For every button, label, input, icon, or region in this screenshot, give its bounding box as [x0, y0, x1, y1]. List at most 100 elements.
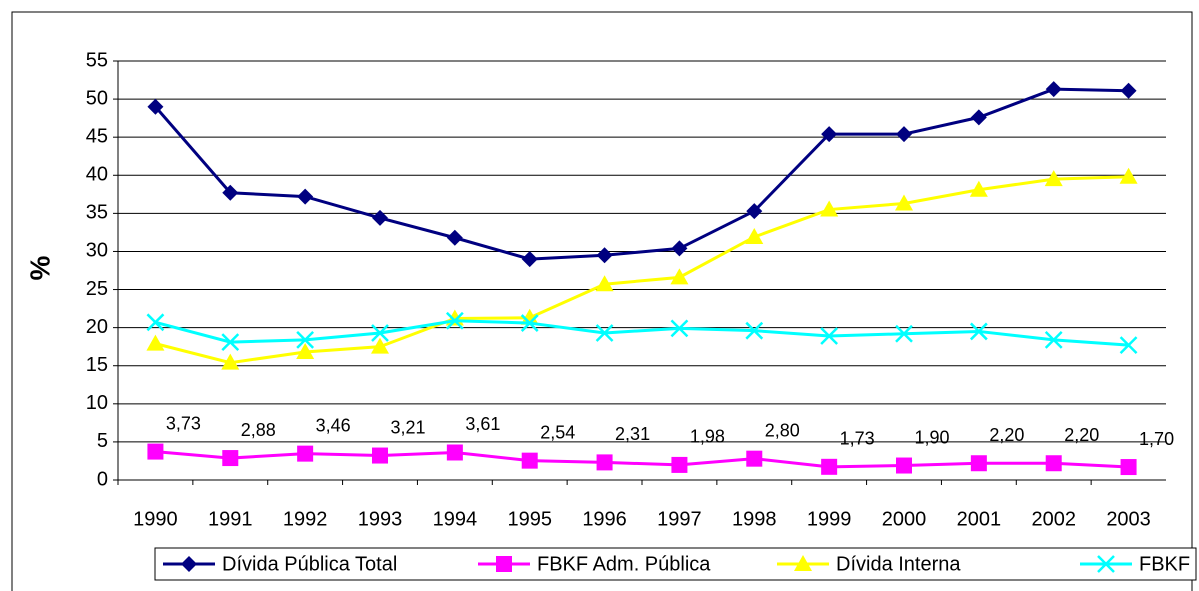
marker	[670, 268, 689, 285]
y-tick-label: 45	[86, 125, 108, 147]
data-label: 2,20	[1064, 425, 1099, 445]
marker	[297, 445, 314, 462]
marker	[371, 324, 389, 342]
y-tick-label: 30	[86, 240, 108, 262]
marker	[496, 556, 512, 572]
legend-label: FBKF	[1139, 553, 1190, 575]
y-tick-label: 25	[86, 278, 108, 300]
marker	[671, 456, 688, 473]
marker	[181, 556, 197, 572]
x-tick-label: 2003	[1106, 508, 1151, 530]
x-tick-label: 1990	[133, 508, 178, 530]
x-tick-label: 1991	[208, 508, 253, 530]
marker	[372, 447, 388, 464]
x-tick-label: 1999	[807, 508, 852, 530]
data-label: 1,73	[840, 429, 875, 449]
marker	[896, 457, 912, 474]
x-tick-label: 1992	[283, 508, 328, 530]
marker	[595, 324, 614, 342]
legend-label: FBKF Adm. Pública	[537, 553, 711, 575]
marker	[146, 334, 165, 351]
marker	[746, 203, 763, 220]
y-tick-label: 5	[97, 430, 108, 452]
data-label: 2,54	[540, 422, 575, 442]
marker	[1045, 81, 1062, 98]
marker	[1044, 330, 1063, 349]
marker	[297, 188, 314, 205]
y-axis-label: %	[24, 255, 55, 280]
legend-box	[154, 547, 1197, 581]
x-tick-label: 2000	[882, 508, 927, 530]
marker	[746, 450, 763, 467]
marker	[895, 194, 913, 211]
x-tick-label: 1994	[433, 508, 478, 530]
marker	[222, 450, 239, 467]
marker	[595, 275, 614, 292]
marker	[1097, 555, 1115, 573]
x-tick-label: 2001	[957, 508, 1002, 530]
marker	[820, 200, 839, 217]
x-tick-label: 2002	[1031, 508, 1076, 530]
marker	[446, 444, 463, 461]
data-label: 2,31	[615, 424, 650, 444]
data-label: 2,20	[989, 425, 1024, 445]
marker	[296, 330, 315, 349]
marker	[1120, 82, 1137, 99]
marker	[520, 314, 539, 332]
marker	[221, 333, 240, 351]
marker	[1045, 455, 1062, 472]
marker	[970, 455, 987, 472]
data-label: 2,88	[241, 420, 276, 440]
marker	[895, 324, 913, 343]
marker	[745, 227, 764, 244]
series-line	[155, 450, 1129, 469]
marker	[670, 319, 689, 338]
series-line	[155, 175, 1129, 365]
marker	[147, 98, 164, 115]
x-tick-label: 1997	[657, 508, 702, 530]
data-label: 1,98	[690, 427, 725, 447]
marker	[596, 454, 613, 471]
y-tick-label: 40	[86, 164, 108, 186]
y-tick-label: 0	[97, 468, 108, 490]
data-label: 1,90	[914, 427, 949, 447]
data-label: 2,80	[765, 420, 800, 440]
series-line	[154, 87, 1129, 261]
marker	[969, 322, 988, 341]
y-tick-label: 15	[86, 354, 108, 376]
data-label: 3,61	[465, 414, 500, 434]
legend-label: Dívida Pública Total	[222, 553, 397, 575]
data-label: 3,73	[166, 413, 201, 433]
marker	[969, 180, 988, 197]
marker	[222, 184, 239, 201]
series	[147, 443, 1137, 476]
x-tick-label: 1995	[507, 508, 552, 530]
marker	[147, 443, 164, 460]
marker	[521, 452, 538, 469]
marker	[1120, 459, 1137, 476]
data-label: 3,21	[390, 417, 425, 437]
series	[147, 81, 1137, 268]
y-tick-label: 10	[86, 392, 108, 414]
y-tick-label: 55	[86, 49, 108, 71]
x-tick-label: 1996	[582, 508, 627, 530]
marker	[820, 327, 839, 345]
marker	[821, 458, 838, 475]
x-tick-label: 1998	[732, 508, 777, 530]
marker	[794, 555, 812, 571]
chart-border	[11, 11, 1193, 591]
y-tick-label: 50	[86, 87, 108, 109]
marker	[970, 109, 987, 126]
marker	[745, 321, 764, 340]
marker	[1119, 336, 1138, 355]
y-tick-label: 20	[86, 316, 108, 338]
data-label: 1,70	[1139, 429, 1174, 449]
marker	[520, 308, 539, 325]
series	[146, 311, 1138, 355]
marker	[372, 209, 388, 226]
y-tick-label: 35	[86, 202, 108, 224]
marker	[446, 229, 463, 246]
marker	[521, 251, 538, 268]
legend-label: Dívida Interna	[836, 553, 961, 575]
